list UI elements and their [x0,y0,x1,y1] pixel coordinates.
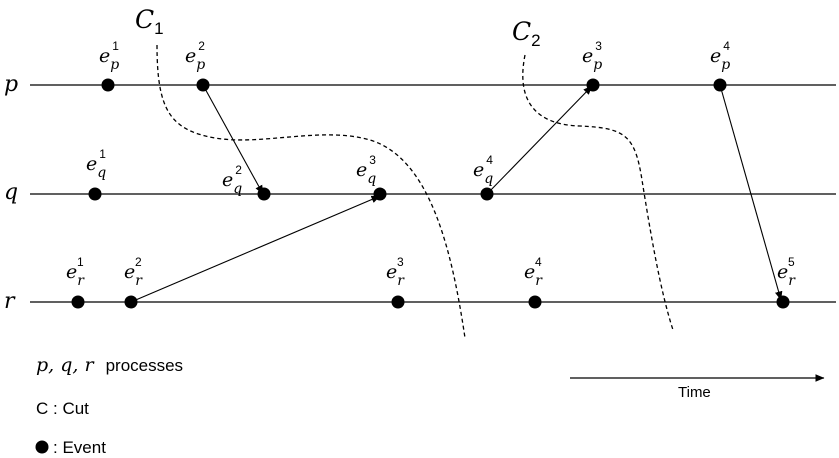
event-dot-q4 [480,187,494,201]
messages [130,84,783,303]
cut-label-c2-sub: 2 [531,31,540,50]
message-arrow-q4-p3 [486,85,593,195]
event-dot-q3 [373,187,387,201]
event-label-p4: ep4 [710,39,730,73]
event-dot-r1 [71,295,85,309]
time-label: Time [678,384,711,401]
cut-line-c2 [522,54,674,331]
event-dot-r5 [776,295,790,309]
timelines [30,84,836,303]
time-axis: Time [570,374,825,401]
legend-processes: p, q, r processes [36,354,183,376]
process-label-q: q [4,180,18,205]
event-dot-p3 [586,78,600,92]
event-dot-p1 [101,78,115,92]
event-dot-r2 [124,295,138,309]
event-label-p1: ep1 [99,39,119,73]
cuts [156,44,674,339]
event-dot-r4 [528,295,542,309]
process-label-p: p [4,72,18,97]
message-arrow-p4-r5 [719,84,783,301]
event-label-q1: eq1 [86,147,106,181]
event-label-r4: er4 [524,255,543,289]
legend-cut: C : Cut [36,399,89,418]
legend-event-dot [35,440,49,454]
event-label-p2: ep2 [185,39,205,73]
process-labels: p q r [4,72,18,314]
event-label-r1: er1 [66,255,85,289]
process-label-r: r [4,289,16,314]
legend: p, q, r processes C : Cut : Event [35,354,183,457]
event-label-q2: eq2 [222,163,242,197]
event-label-r2: er2 [124,255,143,289]
event-label-r3: er3 [386,255,405,289]
message-arrow-r2-q3 [130,195,381,303]
event-label-q4: eq4 [473,153,493,187]
event-dot-q1 [88,187,102,201]
event-dot-p4 [713,78,727,92]
cut-label-c1: C1 [135,5,164,38]
event-dot-r3 [391,295,405,309]
events [71,78,790,309]
legend-event: : Event [53,438,106,457]
event-labels: ep1 ep2 ep3 ep4 eq1 eq2 eq3 eq4 er1 er2 … [66,39,796,289]
cut-line-c1 [156,44,466,339]
cut-label-c2: C2 [512,17,541,50]
event-label-q3: eq3 [356,153,376,187]
event-label-r5: er5 [777,255,796,289]
cut-label-c1-sub: 1 [154,19,163,38]
event-dot-q2 [257,187,271,201]
message-arrow-p2-q2 [202,84,264,195]
event-dot-p2 [196,78,210,92]
event-label-p3: ep3 [582,39,602,73]
